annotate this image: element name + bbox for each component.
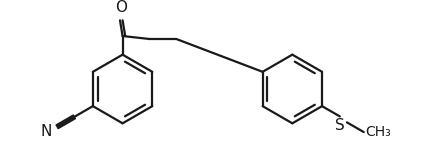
Text: N: N	[41, 124, 52, 139]
Text: CH₃: CH₃	[366, 125, 391, 139]
Text: O: O	[115, 0, 127, 15]
Text: S: S	[335, 118, 345, 133]
